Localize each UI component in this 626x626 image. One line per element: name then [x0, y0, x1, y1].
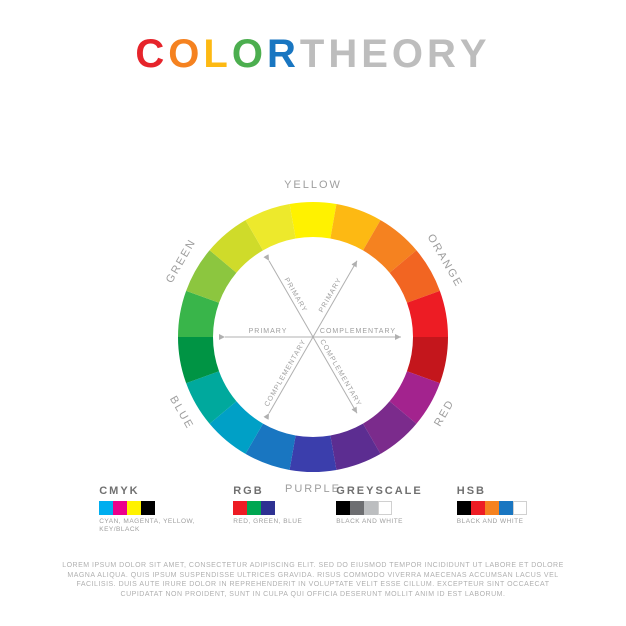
page-title: COLORTHEORY [0, 0, 626, 77]
arrow-label: PRIMARY [318, 277, 343, 314]
legend-subtitle: RED, GREEN, BLUE [233, 518, 302, 526]
swatch [261, 501, 275, 515]
swatch [99, 501, 113, 515]
legend-title: RGB [233, 485, 302, 497]
legend-greyscale: GREYSCALE BLACK AND WHITE [336, 485, 422, 534]
legend-hsb: HSB BLACK AND WHITE [457, 485, 527, 534]
legend-swatches [457, 501, 527, 515]
title-letter: T [300, 32, 328, 77]
title-letter: R [427, 32, 460, 77]
legend-swatches [336, 501, 422, 515]
title-letter: H [328, 32, 361, 77]
legend-swatches [99, 501, 199, 515]
swatch [485, 501, 499, 515]
wheel-segment [290, 202, 337, 239]
arrow-label: COMPLEMENTARY [318, 339, 362, 408]
title-letter: C [135, 32, 168, 77]
title-letter: Y [460, 32, 491, 77]
legend-rgb: RGB RED, GREEN, BLUE [233, 485, 302, 534]
legend-subtitle: BLACK AND WHITE [457, 518, 527, 526]
swatch [499, 501, 513, 515]
legend-swatches [233, 501, 302, 515]
legend-cmyk: CMYK CYAN, MAGENTA, YELLOW, KEY/BLACK [99, 485, 199, 534]
color-wheel-svg: PRIMARYCOMPLEMENTARYCOMPLEMENTARYPRIMARY… [0, 77, 626, 497]
swatch [378, 501, 392, 515]
wheel-color-label: RED [432, 397, 457, 428]
title-letter: R [267, 32, 300, 77]
wheel-color-label: BLUE [167, 394, 196, 432]
legend-subtitle: BLACK AND WHITE [336, 518, 422, 526]
arrow-label: PRIMARY [249, 328, 288, 335]
swatch [247, 501, 261, 515]
legend-title: CMYK [99, 485, 199, 497]
color-model-legends: CMYKCYAN, MAGENTA, YELLOW, KEY/BLACKRGBR… [0, 485, 626, 534]
swatch [113, 501, 127, 515]
wheel-color-label: YELLOW [284, 179, 342, 191]
swatch [141, 501, 155, 515]
wheel-segment [290, 435, 337, 472]
swatch [457, 501, 471, 515]
title-letter: O [392, 32, 427, 77]
swatch [350, 501, 364, 515]
swatch [336, 501, 350, 515]
arrow-label: PRIMARY [283, 277, 308, 314]
title-letter: O [168, 32, 203, 77]
legend-subtitle: CYAN, MAGENTA, YELLOW, KEY/BLACK [99, 518, 199, 534]
swatch [513, 501, 527, 515]
color-wheel-area: PRIMARYCOMPLEMENTARYCOMPLEMENTARYPRIMARY… [0, 77, 626, 437]
title-letter: L [203, 32, 231, 77]
legend-title: HSB [457, 485, 527, 497]
swatch [471, 501, 485, 515]
arrow-label: COMPLEMENTARY [264, 339, 308, 408]
swatch [364, 501, 378, 515]
arrow-label: COMPLEMENTARY [320, 328, 396, 335]
footer-lorem: LOREM IPSUM DOLOR SIT AMET, CONSECTETUR … [60, 561, 566, 600]
title-letter: E [361, 32, 392, 77]
legend-title: GREYSCALE [336, 485, 422, 497]
title-letter: O [232, 32, 267, 77]
swatch [233, 501, 247, 515]
swatch [127, 501, 141, 515]
